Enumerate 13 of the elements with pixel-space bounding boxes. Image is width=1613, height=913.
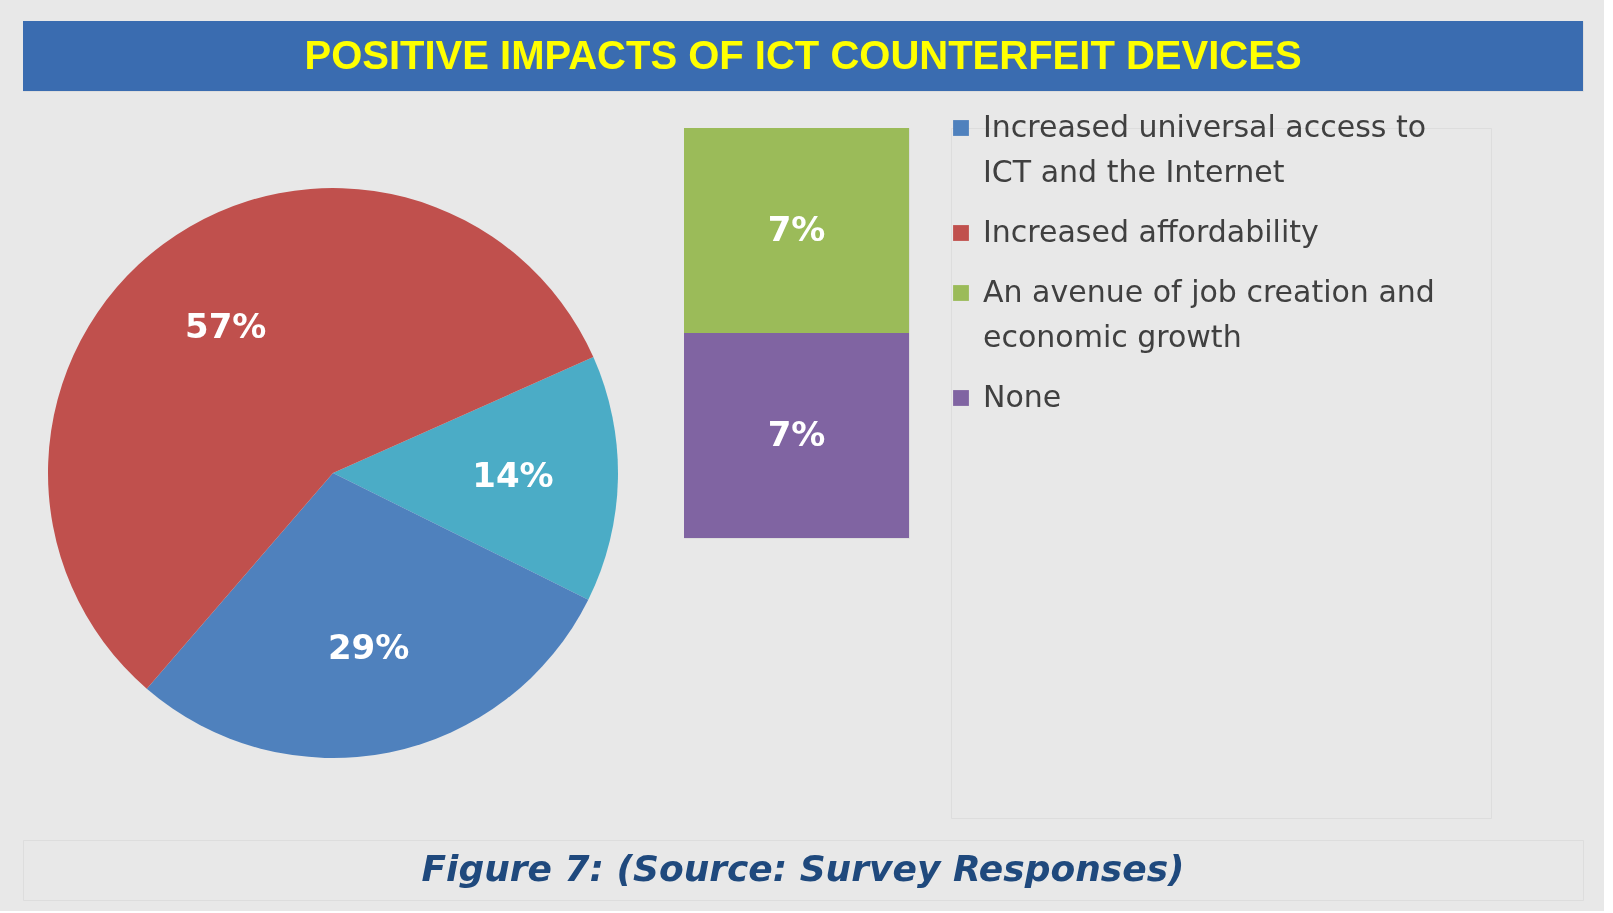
legend-label: None (983, 379, 1062, 414)
data-label: 29% (327, 627, 410, 668)
pie-slice (333, 357, 618, 600)
legend-label: Increased universal access to ICT and the Internet (983, 109, 1427, 189)
data-label: 7% (767, 413, 826, 454)
legend-label: Increased affordability (983, 214, 1319, 249)
data-label: 57% (184, 306, 267, 347)
chart-title: POSITIVE IMPACTS OF ICT COUNTERFEIT DEVICES (304, 33, 1302, 77)
legend-label: An avenue of job creation and economic growth (983, 274, 1435, 354)
caption: Figure 7: (Source: Survey Responses) (421, 848, 1185, 889)
pie-slice (48, 188, 594, 689)
data-label: 14% (472, 454, 554, 495)
data-label: 7% (767, 208, 826, 249)
